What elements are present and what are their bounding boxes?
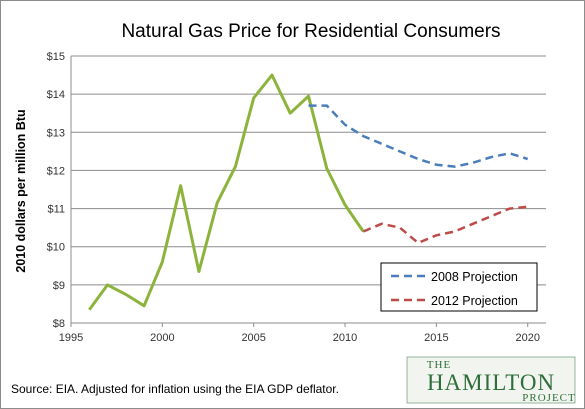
logo-project: PROJECT: [522, 392, 575, 404]
historical-price-line: [88, 73, 365, 311]
y-tick-label: $12: [47, 165, 65, 177]
chart-title: Natural Gas Price for Residential Consum…: [121, 21, 500, 42]
projection-2012-line: [362, 205, 528, 245]
legend-label-2008-projection: 2008 Projection: [431, 270, 518, 284]
y-tick-label: $9: [53, 280, 65, 292]
y-tick-label: $13: [47, 127, 65, 139]
x-tick-label: 1995: [59, 332, 83, 344]
y-tick-label: $14: [47, 89, 65, 101]
x-tick-label: 2010: [333, 332, 357, 344]
source-note: Source: EIA. Adjusted for inflation usin…: [11, 382, 339, 396]
x-tick-label: 2020: [515, 332, 539, 344]
x-tick-label: 2015: [424, 332, 448, 344]
x-tick-label: 2000: [150, 332, 174, 344]
y-tick-label: $11: [47, 204, 65, 216]
projection-2008-line: [308, 104, 529, 168]
y-tick-label: $8: [53, 318, 65, 330]
axes: $8 $9 $10 $11 $12 $13 $14 $15 1995 2000 2005 2010 20…: [47, 51, 546, 344]
legend-box: [380, 262, 538, 312]
y-tick-label: $10: [47, 242, 65, 254]
logo-background: [406, 356, 576, 404]
legend-label-2012-projection: 2012 Projection: [431, 294, 518, 308]
y-axis-label: 2010 dollars per million Btu: [14, 109, 28, 272]
x-tick-label: 2005: [241, 332, 265, 344]
logo-the: THE: [427, 359, 451, 371]
logo-name: HAMILTON: [427, 370, 555, 395]
hamilton-project-logo: THE HAMILTON PROJECT: [406, 356, 576, 404]
series-lines: [88, 73, 529, 311]
gridlines: [71, 55, 546, 324]
y-tick-label: $15: [47, 51, 65, 63]
legend: 2008 Projection 2012 Projection: [380, 262, 538, 312]
